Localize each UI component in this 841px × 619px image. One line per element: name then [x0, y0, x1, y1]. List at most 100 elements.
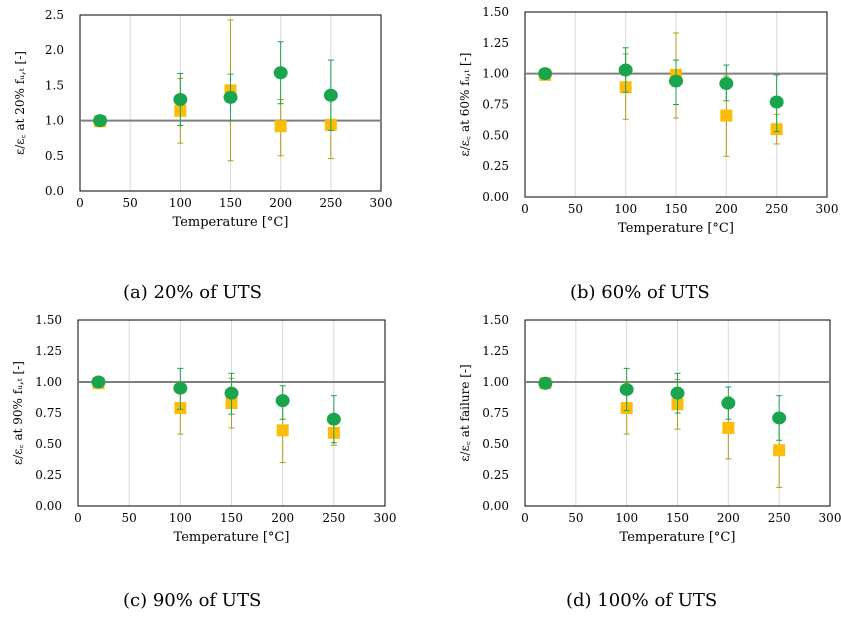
x-tick-label: 200 — [271, 511, 294, 525]
plot-frame — [524, 11, 828, 198]
caption-b: (b) 60% of UTS — [570, 282, 710, 303]
y-tick-label: 1.50 — [482, 313, 509, 327]
x-tick-label: 250 — [322, 511, 345, 525]
data-point-circle — [275, 394, 290, 408]
y-tick-label: 0.25 — [482, 468, 509, 482]
y-tick-label: 0.50 — [482, 128, 509, 142]
data-point-circle — [224, 386, 239, 400]
data-point-circle — [93, 114, 108, 128]
x-tick-label: 0 — [74, 511, 82, 525]
data-point-circle — [91, 375, 106, 389]
y-tick-label: 0.00 — [35, 499, 62, 513]
y-tick-label: 0.75 — [482, 98, 509, 112]
y-tick-label: 1.50 — [35, 313, 62, 327]
data-point-circle — [323, 88, 338, 102]
x-tick-label: 300 — [816, 202, 839, 216]
data-point-circle — [173, 92, 188, 106]
x-tick-label: 300 — [374, 511, 397, 525]
y-axis-label: ε/ε꜀ at 60% fᵤ,ₜ [-] — [458, 53, 472, 157]
y-tick-label: 1.00 — [482, 375, 509, 389]
chart-panel-3: 0 50 100 150 200 250 300 0.00 0.25 0.50 0.75 1.00 1.… — [458, 313, 841, 545]
x-tick-label: 50 — [123, 196, 138, 210]
x-tick-label: 0 — [521, 511, 529, 525]
x-tick-label: 100 — [169, 511, 192, 525]
y-tick-label: 1.25 — [482, 344, 509, 358]
y-tick-label: 1.0 — [45, 114, 64, 128]
data-point-circle — [769, 95, 784, 109]
data-point-square — [722, 421, 735, 434]
y-tick-label: 1.00 — [35, 375, 62, 389]
chart-panel-0: 0 50 100 150 200 250 300 0.0 0.5 1.0 1.5 2.0 2.5 Temp… — [13, 8, 392, 230]
y-tick-label: 0.0 — [45, 184, 64, 198]
y-tick-label: 0.25 — [482, 159, 509, 173]
data-point-circle — [670, 386, 685, 400]
caption-a: (a) 20% of UTS — [123, 282, 262, 303]
x-tick-label: 200 — [717, 511, 740, 525]
y-tick-label: 1.25 — [35, 344, 62, 358]
plot-frame — [524, 319, 831, 507]
x-tick-label: 100 — [614, 202, 637, 216]
data-point-square — [720, 109, 733, 122]
y-tick-label: 0.25 — [35, 468, 62, 482]
x-tick-label: 150 — [219, 196, 242, 210]
x-axis-label: Temperature [°C] — [620, 530, 736, 545]
data-point-circle — [669, 74, 683, 88]
y-axis-label: ε/ε꜀ at 20% fᵤ,ₜ [-] — [13, 51, 27, 155]
x-tick-label: 300 — [370, 196, 393, 210]
data-point-circle — [721, 396, 736, 410]
y-tick-label: 0.50 — [35, 437, 62, 451]
x-axis-label: Temperature [°C] — [174, 530, 290, 545]
x-tick-label: 200 — [269, 196, 292, 210]
x-tick-label: 100 — [169, 196, 192, 210]
y-tick-label: 0.5 — [45, 149, 64, 163]
y-tick-label: 1.25 — [482, 36, 509, 50]
x-axis-label: Temperature [°C] — [173, 215, 289, 230]
data-point-circle — [538, 67, 553, 81]
x-tick-label: 150 — [665, 202, 688, 216]
data-point-circle — [223, 90, 238, 104]
x-tick-label: 50 — [568, 202, 583, 216]
x-tick-label: 0 — [76, 196, 84, 210]
y-tick-label: 2.5 — [45, 8, 64, 22]
x-tick-label: 150 — [666, 511, 689, 525]
y-tick-label: 0.00 — [482, 499, 509, 513]
y-tick-label: 1.00 — [482, 67, 509, 81]
x-tick-label: 100 — [615, 511, 638, 525]
data-point-circle — [173, 381, 188, 395]
chart-panel-2: 0 50 100 150 200 250 300 0.00 0.25 0.50 0.75 1.00 1.… — [11, 313, 396, 545]
y-tick-label: 1.5 — [45, 78, 64, 92]
y-tick-label: 2.0 — [45, 43, 64, 57]
x-tick-label: 50 — [568, 511, 583, 525]
x-tick-label: 250 — [319, 196, 342, 210]
y-tick-label: 0.50 — [482, 437, 509, 451]
data-point-circle — [273, 66, 288, 80]
caption-d: (d) 100% of UTS — [566, 590, 718, 611]
y-axis-label: ε/ε꜀ at failure [-] — [458, 364, 472, 461]
x-tick-label: 150 — [220, 511, 243, 525]
data-point-circle — [326, 412, 341, 426]
y-tick-label: 0.00 — [482, 190, 509, 204]
x-tick-label: 200 — [715, 202, 738, 216]
data-point-circle — [719, 77, 734, 91]
x-axis-label: Temperature [°C] — [618, 221, 734, 236]
data-point-circle — [772, 411, 787, 425]
y-tick-label: 0.75 — [35, 406, 62, 420]
data-point-square — [276, 424, 289, 437]
caption-c: (c) 90% of UTS — [123, 590, 262, 611]
data-point-square — [274, 120, 287, 133]
data-point-circle — [619, 382, 634, 396]
x-tick-label: 250 — [768, 511, 791, 525]
x-tick-label: 300 — [819, 511, 841, 525]
data-point-circle — [618, 63, 633, 77]
plot-frame — [77, 319, 386, 507]
data-point-square — [773, 444, 786, 457]
x-tick-label: 50 — [122, 511, 137, 525]
plot-frame — [79, 14, 382, 192]
y-tick-label: 0.75 — [482, 406, 509, 420]
data-point-circle — [538, 376, 553, 390]
x-tick-label: 250 — [765, 202, 788, 216]
x-tick-label: 0 — [521, 202, 529, 216]
chart-panel-1: 0 50 100 150 200 250 300 0.00 0.25 0.50 0.75 1.00 1.… — [458, 5, 838, 236]
y-axis-label: ε/ε꜀ at 90% fᵤ,ₜ [-] — [11, 361, 25, 465]
